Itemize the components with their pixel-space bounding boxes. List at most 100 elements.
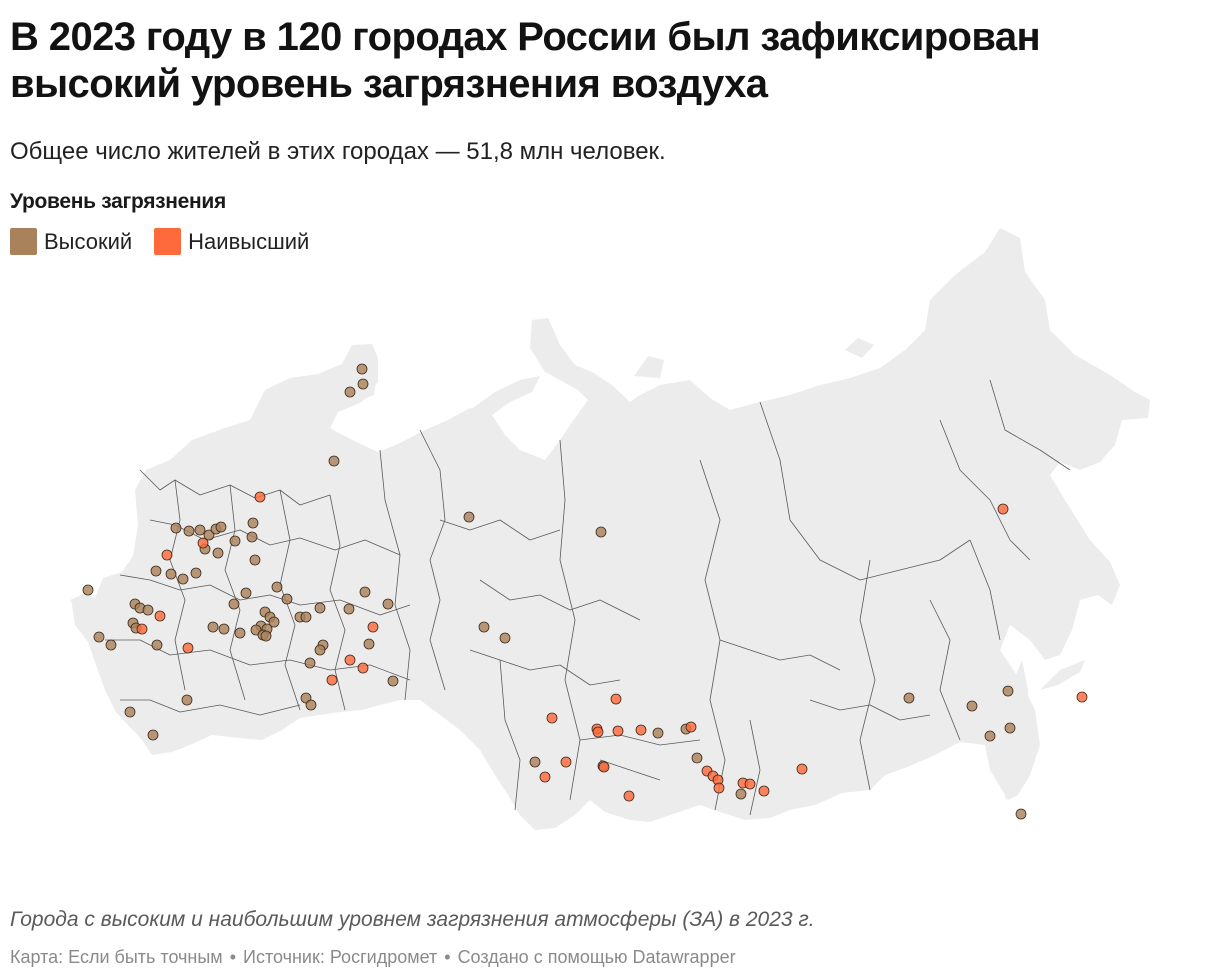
city-highest [344,654,356,666]
kaliningrad [70,594,88,608]
city-high [165,568,177,580]
city-high [314,602,326,614]
map-caption: Города с высоким и наибольшим уровнем за… [10,908,815,931]
border-magadan [969,539,1001,641]
border-sib-v2 [499,659,521,811]
border-west-v3 [279,489,301,711]
city-high [181,694,193,706]
city-high [735,788,747,800]
credit-separator: • [444,947,451,967]
city-high [1015,808,1027,820]
new-siberian-islands [845,338,874,358]
city-high [300,611,312,623]
city-highest [685,721,697,733]
city-high [207,621,219,633]
border-west-v1 [169,479,186,691]
border-chukotka [939,419,1031,561]
city-high [218,623,230,635]
city-highest [136,623,148,635]
city-high [229,535,241,547]
kuril-islands [1040,660,1085,690]
credits: Карта: Если быть точным • Источник: Росгид… [10,945,736,969]
city-high [170,522,182,534]
legend-item-high: Высокий [10,228,132,255]
city-high [463,511,475,523]
city-high [249,554,261,566]
city-high [260,630,272,642]
city-high [344,386,356,398]
city-high [529,756,541,768]
city-highest [598,761,610,773]
crimea [100,650,126,674]
city-high [304,657,316,669]
city-high [177,573,189,585]
city-highest [623,790,635,802]
russia-map [70,228,1150,830]
city-highest [612,725,624,737]
city-high [212,547,224,559]
border-sib-2 [469,649,621,686]
border-yakutia-v [859,559,876,791]
chart-subtitle: Общее число жителей в этих городах — 51,… [10,138,666,165]
border-west-v2 [224,484,246,701]
legend-label-highest: Наивысший [188,229,310,254]
city-high [147,729,159,741]
city-highest [161,549,173,561]
severnaya-zemlya [634,356,664,378]
border-chuk-2 [989,379,1071,471]
city-high [903,692,915,704]
city-high [1002,685,1014,697]
border-west-v5 [379,449,411,701]
city-high [247,517,259,529]
kola-peninsula [318,368,378,405]
credit-map: Карта: Если быть точным [10,947,223,967]
city-highest [1076,691,1088,703]
credit-tool: Создано с помощью Datawrapper [457,947,736,967]
city-high [387,675,399,687]
city-high [82,584,94,596]
city-points [82,363,1088,820]
border-ural [419,429,446,691]
city-high [150,565,162,577]
city-highest [758,785,770,797]
legend-item-highest: Наивысший [154,228,309,255]
border-west-5 [120,699,301,716]
city-high [966,700,978,712]
city-high [194,524,206,536]
border-khabarovsk [929,599,961,741]
legend-title: Уровень загрязнения [10,190,226,213]
region-borders [105,379,1071,816]
city-highest [254,491,266,503]
city-highest [182,642,194,654]
city-highest [539,771,551,783]
city-high [478,621,490,633]
city-high [240,587,252,599]
credit-separator: • [229,947,236,967]
border-sib-1 [479,579,641,621]
city-high [359,586,371,598]
city-high [268,616,280,628]
legend-label-high: Высокий [44,229,133,254]
chart-title: В 2023 году в 120 городах России был заф… [10,15,1041,106]
city-high [151,639,163,651]
novaya-zemlya [455,376,540,432]
city-high [105,639,117,651]
border-west-4 [105,639,411,681]
credit-source: Источник: Росгидромет [243,947,438,967]
city-highest [546,712,558,724]
border-zabaikalye [749,719,761,816]
legend: Высокий Наивысший [10,228,331,255]
city-highest [357,662,369,674]
city-high [190,567,202,579]
city-highest [713,782,725,794]
city-high [124,706,136,718]
city-highest [610,693,622,705]
city-highest [635,724,647,736]
city-high [228,598,240,610]
border-west-v4 [329,494,346,711]
border-yakutia [759,401,971,581]
city-high [382,598,394,610]
city-high [363,638,375,650]
city-high [984,730,996,742]
city-high [357,378,369,390]
